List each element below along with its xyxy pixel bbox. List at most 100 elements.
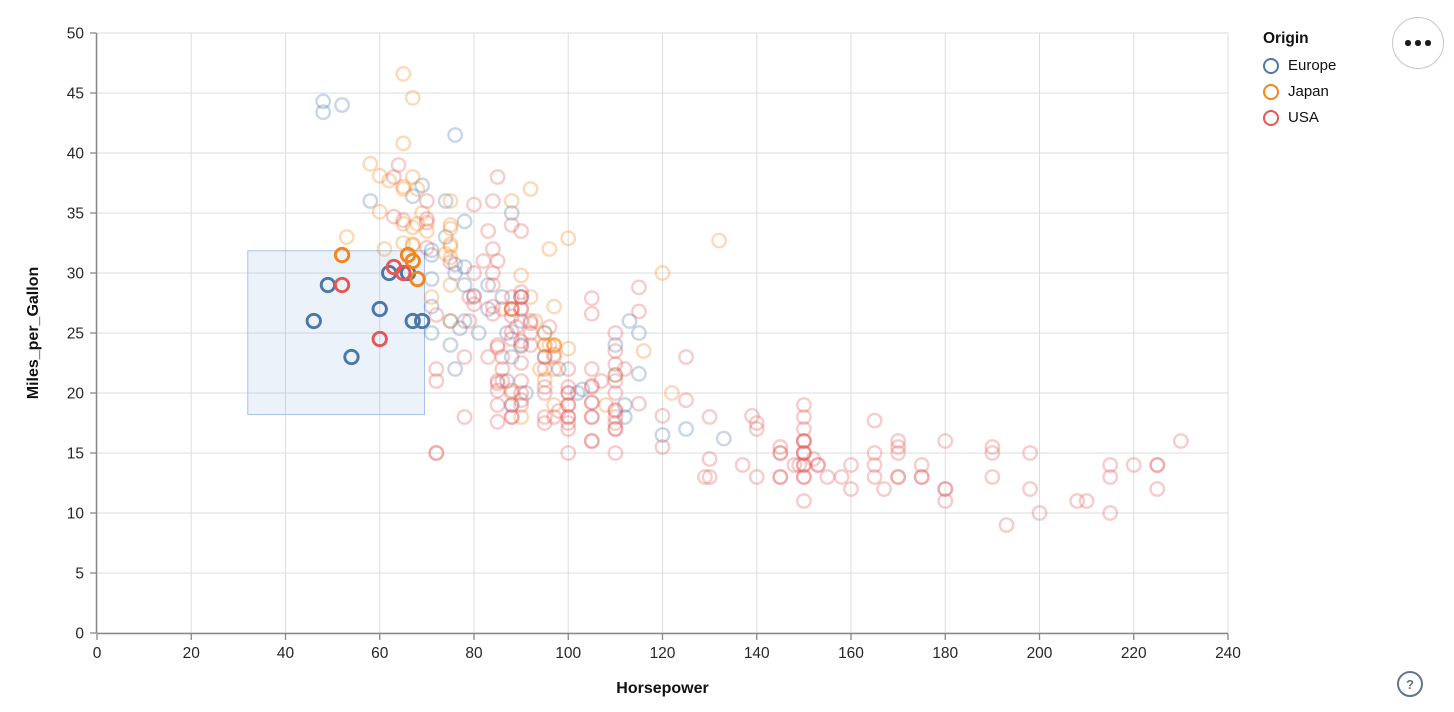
data-point-usa	[631, 303, 647, 320]
data-point-usa	[503, 331, 520, 347]
data-point-usa	[560, 397, 577, 413]
data-point-europe	[371, 300, 388, 318]
x-tick-label: 20	[183, 645, 201, 662]
data-point-japan	[635, 343, 652, 359]
data-point-europe	[423, 298, 440, 315]
data-point-usa	[1022, 481, 1038, 497]
data-point-usa	[772, 445, 789, 461]
data-point-usa	[701, 451, 718, 467]
legend-label: Europe	[1288, 57, 1337, 74]
data-point-europe	[715, 430, 732, 447]
data-point-usa	[536, 385, 553, 401]
data-point-japan	[442, 249, 459, 266]
data-point-usa	[395, 264, 412, 282]
y-tick-label: 5	[75, 566, 84, 583]
data-point-japan	[404, 219, 421, 236]
data-point-usa	[513, 284, 530, 301]
data-point-usa	[593, 373, 610, 389]
data-point-usa	[503, 382, 520, 399]
data-point-usa	[503, 289, 520, 305]
data-point-usa	[833, 469, 850, 485]
data-point-usa	[984, 469, 1001, 485]
data-point-usa	[1149, 457, 1166, 473]
data-point-usa	[503, 301, 520, 317]
data-point-usa	[484, 298, 501, 315]
data-point-usa	[513, 338, 530, 355]
data-point-europe	[470, 325, 487, 341]
data-point-japan	[333, 246, 351, 264]
data-point-usa	[418, 193, 435, 209]
data-point-usa	[1031, 505, 1048, 521]
y-tick-label: 45	[67, 86, 84, 103]
data-point-usa	[866, 469, 883, 485]
data-point-usa	[701, 409, 718, 425]
data-point-europe	[437, 193, 454, 209]
legend-entry-japan[interactable]: Japan	[1263, 83, 1336, 100]
data-point-usa	[503, 323, 520, 340]
help-label: ?	[1406, 676, 1414, 692]
data-point-usa	[795, 457, 812, 473]
data-point-usa	[786, 457, 803, 473]
data-point-usa	[772, 469, 789, 485]
data-point-europe	[423, 325, 440, 341]
y-tick-label: 40	[67, 146, 85, 163]
data-point-usa	[494, 361, 511, 377]
y-tick-label: 30	[67, 266, 85, 283]
data-point-europe	[503, 397, 520, 413]
data-point-europe	[480, 301, 497, 317]
data-point-japan	[338, 229, 355, 245]
data-point-europe	[315, 104, 332, 121]
data-point-japan	[546, 338, 563, 355]
data-point-usa	[480, 223, 497, 239]
data-point-japan	[522, 289, 539, 305]
data-point-usa	[607, 421, 624, 437]
data-point-japan	[503, 301, 520, 317]
data-point-usa	[616, 361, 633, 377]
data-point-usa	[484, 241, 501, 257]
data-point-usa	[385, 208, 402, 225]
data-point-usa	[466, 265, 482, 281]
data-point-usa	[513, 301, 530, 317]
data-point-usa	[560, 409, 577, 425]
data-point-usa	[536, 409, 553, 425]
data-point-usa	[494, 301, 511, 317]
data-point-japan	[423, 289, 440, 305]
data-point-japan	[381, 172, 398, 189]
data-point-usa	[489, 339, 506, 356]
data-point-usa	[560, 421, 577, 437]
data-point-europe	[616, 397, 633, 413]
data-point-usa	[536, 361, 553, 377]
data-point-usa	[546, 346, 563, 363]
legend-entry-usa[interactable]: USA	[1263, 109, 1336, 126]
y-tick-label: 15	[67, 446, 84, 463]
data-point-usa	[1125, 457, 1142, 473]
x-tick-label: 140	[744, 645, 770, 662]
data-point-usa	[461, 289, 478, 305]
data-point-usa	[984, 445, 1001, 461]
data-point-usa	[583, 394, 600, 411]
data-point-europe	[678, 421, 694, 437]
data-point-usa	[913, 469, 930, 485]
help-icon[interactable]: ?	[1397, 671, 1423, 697]
data-point-usa	[371, 330, 388, 348]
data-point-europe	[536, 325, 553, 341]
data-point-usa	[560, 385, 577, 401]
chart-actions-menu-button[interactable]	[1392, 17, 1444, 69]
data-point-japan	[546, 337, 563, 353]
legend-symbol-circle-icon	[1263, 83, 1279, 100]
data-point-usa	[795, 445, 812, 461]
data-point-usa	[522, 313, 539, 329]
data-point-europe	[499, 325, 515, 341]
data-point-japan	[395, 65, 412, 82]
data-point-usa	[583, 377, 600, 394]
data-point-usa	[456, 409, 473, 425]
data-point-japan	[409, 270, 426, 288]
data-point-europe	[536, 349, 553, 365]
data-point-usa	[503, 217, 520, 233]
data-point-japan	[437, 245, 454, 262]
legend-entry-europe[interactable]: Europe	[1263, 57, 1336, 74]
data-point-japan	[536, 337, 553, 353]
data-point-usa	[583, 433, 600, 449]
data-point-europe	[456, 259, 473, 275]
